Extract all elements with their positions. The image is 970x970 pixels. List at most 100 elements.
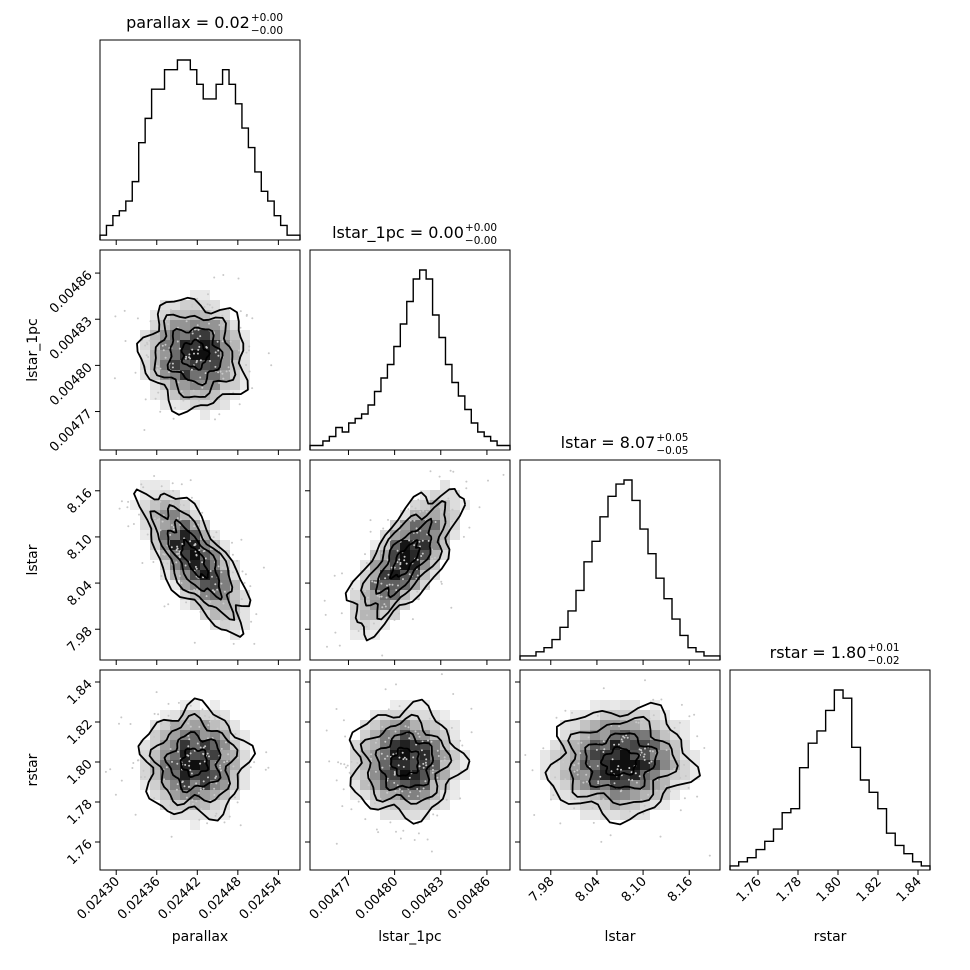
density-cell bbox=[370, 710, 380, 720]
sample-point bbox=[346, 764, 349, 767]
density-cell bbox=[590, 710, 600, 720]
sample-point bbox=[399, 567, 402, 570]
density-cell bbox=[170, 530, 180, 540]
density-cell bbox=[190, 820, 200, 830]
density-cell bbox=[450, 720, 460, 730]
sample-point bbox=[195, 567, 198, 570]
density-cell bbox=[140, 360, 150, 370]
sample-point bbox=[393, 773, 396, 776]
sample-point bbox=[640, 799, 643, 801]
x-tick-label: 0.02442 bbox=[156, 874, 205, 923]
density-cell bbox=[240, 590, 250, 600]
density-cell bbox=[400, 570, 410, 580]
sample-point bbox=[147, 356, 150, 358]
sample-point bbox=[398, 705, 401, 708]
density-cell bbox=[200, 300, 210, 310]
sample-point bbox=[170, 835, 173, 838]
sample-point bbox=[410, 505, 413, 508]
sample-point bbox=[146, 533, 149, 536]
x-tick-label: 0.02454 bbox=[237, 874, 286, 923]
density-cell bbox=[190, 290, 200, 300]
y-tick-label: 1.76 bbox=[65, 837, 96, 868]
sample-point bbox=[324, 613, 327, 616]
sample-point bbox=[402, 829, 405, 832]
density-cell bbox=[570, 780, 580, 790]
sample-point bbox=[178, 575, 181, 577]
density-cell bbox=[560, 790, 570, 800]
density-cell bbox=[230, 570, 240, 580]
density-cell bbox=[380, 600, 390, 610]
sample-point bbox=[408, 806, 411, 809]
density-cell bbox=[560, 770, 570, 780]
density-cell bbox=[430, 520, 440, 530]
sample-point bbox=[431, 548, 433, 551]
sample-point bbox=[627, 778, 630, 781]
density-cell bbox=[360, 740, 370, 750]
sample-point bbox=[204, 745, 207, 748]
density-cell bbox=[220, 560, 230, 570]
density-cell bbox=[440, 730, 450, 740]
sample-point bbox=[419, 529, 422, 532]
sample-point bbox=[198, 818, 201, 821]
density-cell bbox=[180, 780, 190, 790]
sample-point bbox=[397, 612, 400, 615]
sample-point bbox=[596, 794, 599, 797]
density-cell bbox=[190, 330, 200, 340]
density-cell bbox=[430, 720, 440, 730]
sample-point bbox=[416, 574, 419, 577]
sample-point bbox=[621, 740, 624, 743]
sample-point bbox=[213, 787, 216, 790]
sample-point bbox=[202, 752, 205, 755]
density-cell bbox=[170, 730, 180, 740]
density-cell bbox=[140, 330, 150, 340]
sample-point bbox=[237, 756, 239, 759]
sample-point bbox=[190, 496, 193, 499]
density-cell bbox=[370, 740, 380, 750]
density-cell bbox=[640, 770, 650, 780]
sample-point bbox=[616, 768, 619, 771]
sample-point bbox=[196, 297, 199, 300]
sample-point bbox=[678, 721, 681, 724]
density-cell bbox=[410, 590, 420, 600]
density-cell bbox=[190, 740, 200, 750]
sample-point bbox=[146, 343, 149, 346]
density-cell bbox=[670, 790, 680, 800]
sample-point bbox=[465, 487, 468, 490]
sample-point bbox=[576, 773, 579, 776]
density-cell bbox=[210, 720, 220, 730]
density-cell bbox=[200, 770, 210, 780]
density-cell bbox=[410, 500, 420, 510]
density-cell bbox=[440, 720, 450, 730]
sample-point bbox=[556, 761, 559, 764]
sample-point bbox=[416, 788, 419, 790]
sample-point bbox=[265, 751, 268, 754]
density-cell bbox=[210, 570, 220, 580]
density-cell bbox=[610, 760, 620, 770]
sample-point bbox=[164, 356, 167, 359]
density-cell bbox=[170, 510, 180, 520]
sample-point bbox=[206, 752, 209, 755]
density-cell bbox=[430, 550, 440, 560]
sample-point bbox=[234, 796, 236, 799]
sample-point bbox=[647, 793, 650, 796]
sample-point bbox=[215, 775, 218, 778]
histogram-lstar bbox=[519, 479, 721, 660]
sample-point bbox=[217, 349, 220, 352]
density-cell bbox=[380, 550, 390, 560]
density-cell bbox=[160, 520, 170, 530]
sample-point bbox=[447, 497, 450, 500]
sample-point bbox=[407, 726, 410, 729]
x-tick-label: 1.84 bbox=[894, 874, 925, 905]
title-text: rstar = 1.80 bbox=[770, 643, 867, 662]
sample-point bbox=[436, 776, 439, 779]
sample-point bbox=[189, 725, 192, 728]
sample-point bbox=[240, 598, 243, 601]
sample-point bbox=[448, 527, 451, 530]
density-cell bbox=[190, 720, 200, 730]
contour-line bbox=[348, 698, 471, 825]
scatter-panel-lstar-vs-rstar bbox=[519, 669, 721, 871]
sample-point bbox=[238, 611, 241, 614]
density-cell bbox=[570, 730, 580, 740]
sample-point bbox=[220, 582, 223, 585]
contour-line bbox=[148, 712, 239, 807]
